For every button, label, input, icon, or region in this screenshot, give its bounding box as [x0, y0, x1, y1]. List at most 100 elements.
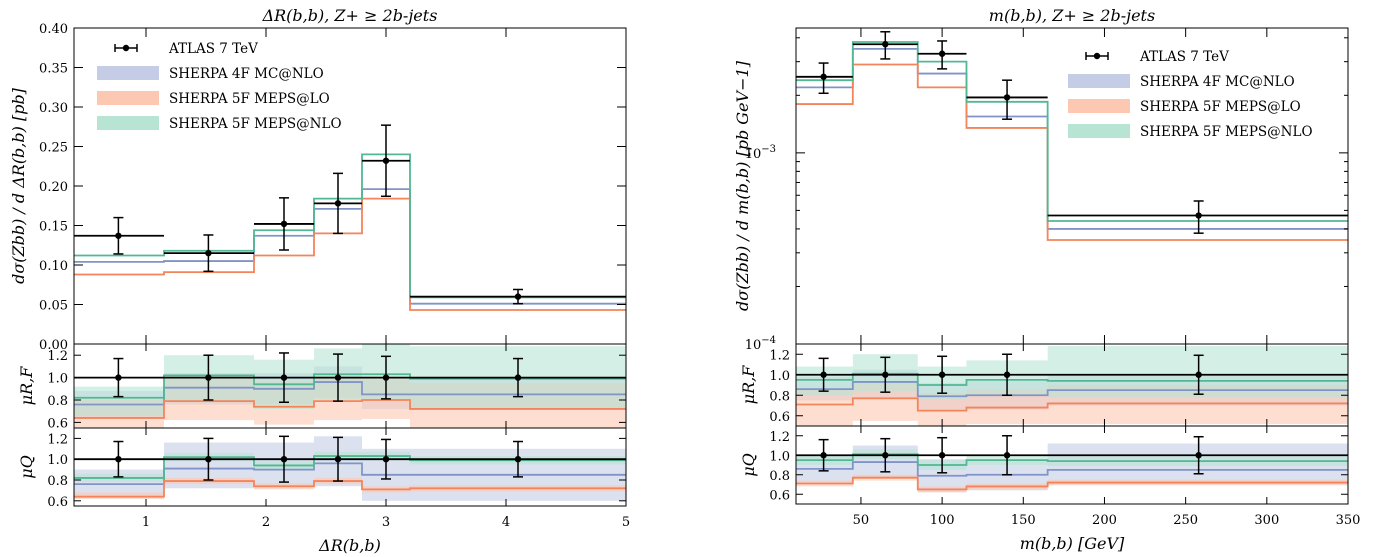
ratio-content	[74, 344, 626, 428]
legend-entry: ATLAS 7 TeV	[1139, 49, 1229, 65]
y-axis-label: dσ(Zbb) / d m(b,b) [pb GeV−1]	[733, 60, 752, 311]
ratio-y-tick-label: 0.8	[769, 469, 790, 484]
uncertainty-band-1	[74, 492, 164, 499]
ratio-y-tick-label: 1.0	[47, 372, 68, 387]
y-tick-label: 0.30	[39, 101, 68, 116]
ratio-y-tick-label: 0.8	[769, 389, 790, 404]
y-tick-label: 0.10	[39, 259, 68, 274]
data-point	[205, 249, 212, 257]
ratio-data-point	[382, 456, 390, 463]
ratio-content	[796, 435, 1348, 493]
ratio-y-tick-label: 0.8	[47, 474, 68, 489]
ratio-line-1	[796, 476, 1348, 491]
data-point	[1003, 94, 1011, 101]
ratio-line-0	[796, 381, 1348, 398]
data-point	[938, 50, 946, 57]
x-tick-label: 50	[853, 513, 870, 528]
y-tick-label: 0.15	[39, 220, 68, 235]
main-plot: 0.00 0.05 0.10 0.15 0.20 0.25 0.30 0.35 0.40 dσ(Z…	[9, 22, 627, 353]
ratio-y-tick-label: 1.0	[47, 453, 68, 468]
ratio-data-point	[334, 374, 342, 381]
ratio-data-point	[115, 374, 122, 381]
ratio-y-tick-label: 1.0	[769, 449, 790, 464]
legend-data-marker	[1093, 52, 1101, 60]
ratio-line-0	[796, 461, 1348, 477]
chart-panel-0: ΔR(b,b), Z+ ≥ 2b-jets 0.00 0.05 0.10 0.15 0.2…	[9, 6, 630, 555]
y-tick-exponent: −3	[761, 144, 776, 155]
x-tick-label: 150	[1011, 513, 1036, 528]
y-tick-exponent: −4	[761, 335, 776, 346]
ratio-data-point	[115, 456, 122, 463]
legend: ATLAS 7 TeV SHERPA 4F MC@NLO SHERPA 5F MEP…	[97, 41, 342, 132]
x-tick-label: 300	[1254, 513, 1279, 528]
ratio-line-2	[74, 455, 626, 479]
x-tick-label: 100	[930, 513, 955, 528]
ratio-y-label: μR,F	[739, 365, 758, 405]
y-tick-label: 0.05	[39, 299, 68, 314]
ratio-data-point	[514, 374, 522, 381]
y-tick-label: 0.35	[39, 62, 68, 77]
ratio-y-label: μR,F	[17, 366, 36, 406]
series-line-2	[74, 153, 626, 299]
ratio-y-label: μQ	[17, 455, 36, 479]
ratio-y-tick-label: 0.6	[47, 416, 68, 431]
ratio-data-point	[1003, 452, 1011, 459]
legend-swatch	[1068, 124, 1130, 138]
data-point	[1195, 212, 1202, 219]
data-point	[820, 73, 827, 80]
ratio-data-point	[1195, 452, 1202, 459]
legend: ATLAS 7 TeV SHERPA 4F MC@NLO SHERPA 5F MEP…	[1068, 49, 1313, 140]
ratio-data-point	[882, 452, 889, 459]
ratio-line-1	[74, 399, 626, 419]
ratio-panel-0: 0.6 0.8 1.0 1.2 μR,F	[17, 343, 627, 431]
data-point	[882, 41, 889, 48]
legend-swatch	[97, 116, 159, 130]
x-tick-label: 200	[1092, 513, 1117, 528]
legend-entry: SHERPA 4F MC@NLO	[1140, 74, 1295, 90]
ratio-line-2	[74, 373, 626, 399]
ratio-content	[796, 346, 1348, 426]
ratio-data-point	[882, 371, 889, 378]
ratio-data-point	[334, 456, 342, 463]
x-axis-label: m(b,b) [GeV]	[1020, 534, 1125, 553]
legend-swatch	[97, 66, 159, 80]
ratio-data-point	[382, 374, 390, 381]
ratio-panel-1: 0.6 0.8 1.0 1.2 μQ	[17, 427, 627, 510]
series-line-0	[74, 188, 626, 305]
ratio-line-1	[74, 480, 626, 498]
ratio-y-tick-label: 1.0	[769, 369, 790, 384]
x-tick-label: 5	[622, 515, 630, 530]
chart-title: m(b,b), Z+ ≥ 2b-jets	[989, 6, 1155, 25]
legend-entry: SHERPA 4F MC@NLO	[169, 66, 324, 82]
legend-swatch	[1068, 74, 1130, 88]
x-axis-label: ΔR(b,b)	[318, 536, 381, 555]
legend-entry: ATLAS 7 TeV	[168, 41, 258, 57]
ratio-y-tick-label: 0.6	[47, 495, 68, 510]
ratio-data-point	[205, 374, 212, 381]
x-tick-label: 350	[1336, 513, 1361, 528]
legend-entry: SHERPA 5F MEPS@NLO	[169, 116, 342, 132]
series-line-1	[796, 63, 1348, 241]
ratio-data-point	[938, 371, 946, 378]
ratio-panel-1: 0.6 0.8 1.0 1.2 μQ	[739, 425, 1349, 505]
main-plot: 10−310−4dσ(Zbb) / d m(b,b) [pb GeV−1]	[733, 27, 1349, 353]
data-point	[382, 157, 390, 164]
ratio-data-point	[1003, 371, 1011, 378]
ratio-data-point	[514, 456, 522, 463]
ratio-y-tick-label: 1.2	[47, 432, 68, 447]
chart-title: ΔR(b,b), Z+ ≥ 2b-jets	[262, 6, 438, 25]
legend-swatch	[1068, 99, 1130, 113]
x-tick-label: 3	[382, 515, 390, 530]
ratio-line-1	[796, 397, 1348, 412]
ratio-data-point	[820, 371, 827, 378]
legend-swatch	[97, 91, 159, 105]
ratio-y-tick-label: 1.2	[769, 348, 790, 363]
legend-entry: SHERPA 5F MEPS@LO	[169, 91, 330, 107]
ratio-y-tick-label: 0.8	[47, 394, 68, 409]
ratio-content	[74, 435, 626, 501]
y-tick-label: 0.00	[39, 338, 68, 353]
ratio-y-label: μQ	[739, 453, 758, 477]
ratio-panel-0: 0.6 0.8 1.0 1.2 μR,F	[739, 343, 1349, 427]
